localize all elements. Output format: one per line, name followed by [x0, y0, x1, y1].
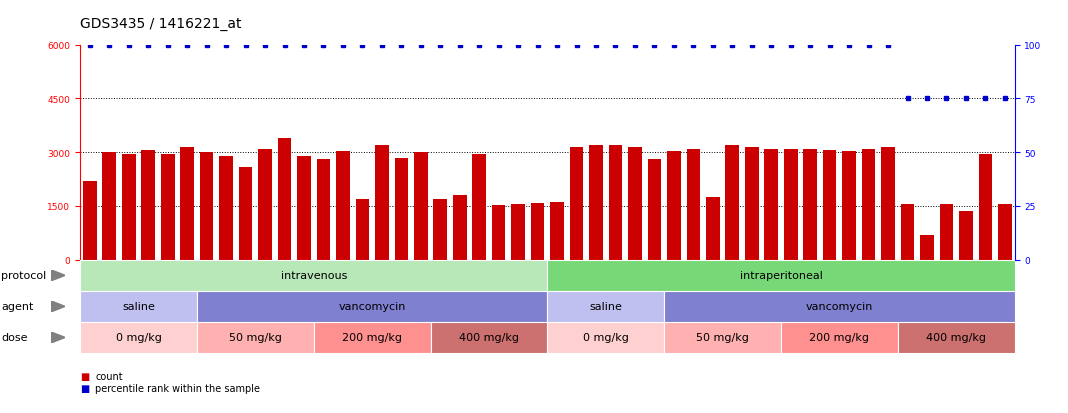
Bar — [161, 154, 174, 260]
Text: 200 mg/kg: 200 mg/kg — [810, 332, 869, 343]
Bar — [531, 204, 545, 260]
Bar — [706, 197, 720, 260]
Bar — [80, 260, 547, 291]
Bar — [394, 158, 408, 260]
Polygon shape — [51, 301, 65, 312]
Text: intravenous: intravenous — [281, 271, 347, 281]
Bar — [219, 157, 233, 260]
Bar — [80, 291, 197, 322]
Bar — [316, 160, 330, 260]
Bar — [278, 138, 292, 260]
Text: 200 mg/kg: 200 mg/kg — [342, 332, 403, 343]
Bar — [978, 154, 992, 260]
Bar — [668, 152, 680, 260]
Bar — [900, 205, 914, 260]
Bar — [314, 322, 430, 353]
Text: vancomycin: vancomycin — [339, 301, 406, 312]
Bar — [921, 235, 933, 260]
Text: ■: ■ — [80, 383, 90, 393]
Text: 0 mg/kg: 0 mg/kg — [583, 332, 629, 343]
Text: 50 mg/kg: 50 mg/kg — [229, 332, 282, 343]
Text: 0 mg/kg: 0 mg/kg — [115, 332, 161, 343]
Text: dose: dose — [1, 332, 28, 343]
Bar — [356, 199, 370, 260]
Bar — [725, 146, 739, 260]
Text: protocol: protocol — [1, 271, 46, 281]
Bar — [547, 260, 1015, 291]
Bar — [472, 154, 486, 260]
Bar — [609, 146, 623, 260]
Bar — [898, 322, 1015, 353]
Bar — [434, 199, 447, 260]
Bar — [197, 322, 314, 353]
Bar — [765, 149, 779, 260]
Polygon shape — [51, 332, 65, 343]
Bar — [141, 151, 155, 260]
Bar — [258, 149, 272, 260]
Bar — [745, 147, 758, 260]
Bar — [822, 151, 836, 260]
Bar — [590, 146, 602, 260]
Bar — [784, 149, 798, 260]
Bar — [547, 322, 664, 353]
Bar — [862, 149, 876, 260]
Bar — [83, 181, 96, 260]
Bar — [430, 322, 547, 353]
Bar — [80, 322, 197, 353]
Bar — [414, 153, 427, 260]
Text: intraperitoneal: intraperitoneal — [739, 271, 822, 281]
Bar — [547, 291, 664, 322]
Text: 400 mg/kg: 400 mg/kg — [459, 332, 519, 343]
Bar — [959, 212, 973, 260]
Bar — [122, 154, 136, 260]
Bar — [664, 291, 1015, 322]
Polygon shape — [51, 270, 65, 281]
Bar — [103, 153, 116, 260]
Bar — [297, 157, 311, 260]
Bar — [628, 147, 642, 260]
Bar — [843, 152, 855, 260]
Text: saline: saline — [590, 301, 623, 312]
Bar — [687, 149, 701, 260]
Bar — [492, 206, 505, 260]
Text: ■: ■ — [80, 371, 90, 381]
Bar — [940, 205, 954, 260]
Bar — [803, 149, 817, 260]
Bar — [512, 205, 525, 260]
Bar — [664, 322, 781, 353]
Bar — [239, 167, 252, 260]
Text: vancomycin: vancomycin — [805, 301, 873, 312]
Text: agent: agent — [1, 301, 33, 312]
Text: GDS3435 / 1416221_at: GDS3435 / 1416221_at — [80, 17, 241, 31]
Text: count: count — [95, 371, 123, 381]
Bar — [999, 205, 1011, 260]
Bar — [453, 196, 467, 260]
Bar — [569, 147, 583, 260]
Bar — [647, 160, 661, 260]
Bar — [375, 146, 389, 260]
Bar — [200, 153, 214, 260]
Text: saline: saline — [122, 301, 155, 312]
Bar — [550, 203, 564, 260]
Bar — [180, 147, 194, 260]
Text: 400 mg/kg: 400 mg/kg — [926, 332, 986, 343]
Text: percentile rank within the sample: percentile rank within the sample — [95, 383, 260, 393]
Text: 50 mg/kg: 50 mg/kg — [696, 332, 749, 343]
Bar — [336, 152, 349, 260]
Bar — [881, 147, 895, 260]
Bar — [197, 291, 547, 322]
Bar — [781, 322, 898, 353]
